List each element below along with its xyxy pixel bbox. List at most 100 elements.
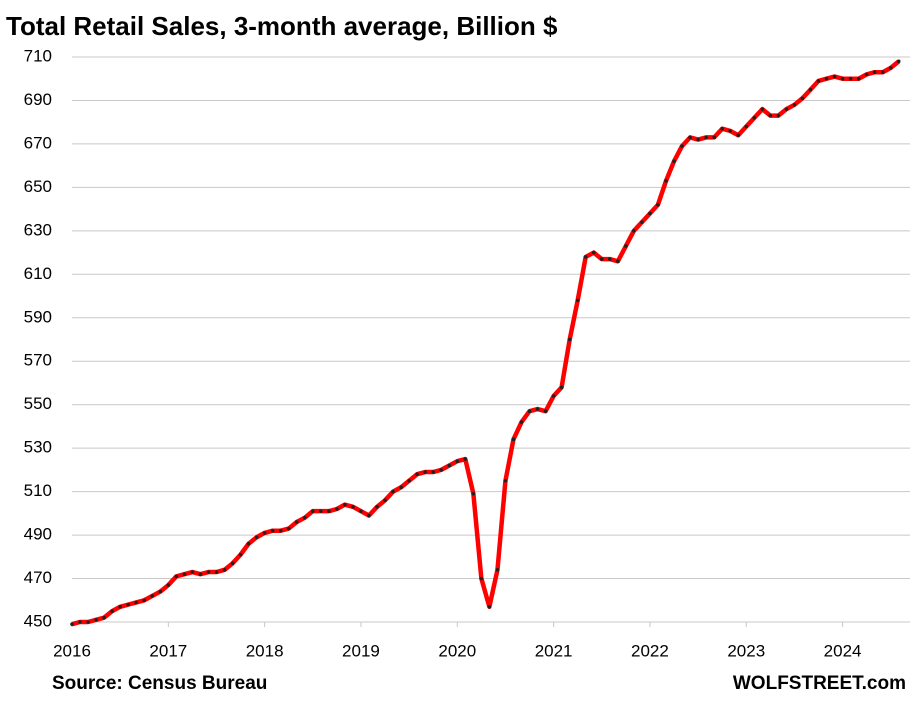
point-marker xyxy=(599,257,604,261)
point-marker xyxy=(286,526,291,531)
y-tick-label: 450 xyxy=(24,611,52,630)
point-marker xyxy=(816,79,821,83)
y-tick-label: 630 xyxy=(24,220,52,239)
point-marker xyxy=(254,535,259,540)
x-tick-label: 2019 xyxy=(342,641,380,660)
point-marker xyxy=(776,113,781,118)
point-marker xyxy=(70,622,74,626)
point-marker xyxy=(640,220,644,224)
point-marker xyxy=(335,507,339,511)
y-tick-label: 670 xyxy=(24,133,52,152)
point-marker xyxy=(551,394,556,398)
point-marker xyxy=(150,594,155,598)
x-tick-label: 2024 xyxy=(824,641,862,660)
x-tick-label: 2017 xyxy=(149,641,187,660)
x-tick-label: 2023 xyxy=(727,641,765,660)
point-marker xyxy=(583,255,588,259)
y-tick-label: 470 xyxy=(24,568,52,587)
point-marker xyxy=(86,620,90,624)
brand: WOLFSTREET.com xyxy=(733,673,906,694)
x-tick-label: 2021 xyxy=(535,641,573,660)
point-marker xyxy=(896,59,901,64)
point-marker xyxy=(222,568,227,572)
point-marker xyxy=(808,87,813,92)
point-marker xyxy=(230,561,235,566)
point-marker xyxy=(439,468,444,472)
point-marker xyxy=(712,135,716,140)
point-marker xyxy=(656,202,660,207)
point-marker xyxy=(648,211,652,216)
point-marker xyxy=(720,126,724,131)
point-marker xyxy=(856,76,861,81)
point-marker xyxy=(134,600,139,605)
point-marker xyxy=(752,116,757,120)
point-marker xyxy=(383,498,387,503)
point-marker xyxy=(591,250,596,255)
point-marker xyxy=(238,552,243,557)
y-tick-label: 550 xyxy=(24,394,52,413)
point-marker xyxy=(294,520,299,524)
point-marker xyxy=(343,502,347,507)
point-marker xyxy=(126,602,130,607)
point-marker xyxy=(840,76,845,81)
point-marker xyxy=(351,505,355,509)
y-tick-label: 510 xyxy=(24,481,52,500)
x-tick-label: 2016 xyxy=(53,641,91,660)
point-marker xyxy=(880,70,885,75)
point-marker xyxy=(616,259,620,264)
point-marker xyxy=(142,598,147,603)
series-line xyxy=(71,59,901,627)
y-tick-label: 490 xyxy=(24,525,52,544)
point-marker xyxy=(728,129,732,133)
y-tick-label: 590 xyxy=(24,307,52,326)
point-marker xyxy=(463,457,468,461)
point-marker xyxy=(262,531,267,535)
point-marker xyxy=(246,541,251,546)
point-marker xyxy=(471,491,476,496)
point-marker xyxy=(118,604,122,609)
source: Source: Census Bureau xyxy=(52,673,267,694)
point-marker xyxy=(511,437,516,442)
point-marker xyxy=(519,420,524,424)
point-marker xyxy=(479,576,484,581)
x-tick-label: 2020 xyxy=(438,641,476,660)
point-marker xyxy=(158,589,163,594)
point-marker xyxy=(624,244,628,248)
point-marker xyxy=(174,574,179,579)
point-marker xyxy=(391,489,395,494)
point-marker xyxy=(744,124,749,129)
point-marker xyxy=(688,135,692,140)
point-marker xyxy=(824,76,829,81)
x-tick-label: 2018 xyxy=(246,641,284,660)
point-marker xyxy=(567,337,572,342)
point-marker xyxy=(166,583,171,587)
point-marker xyxy=(527,409,532,414)
point-marker xyxy=(872,70,877,75)
point-marker xyxy=(423,470,428,474)
point-marker xyxy=(206,570,211,574)
point-marker xyxy=(848,76,853,81)
point-marker xyxy=(487,604,492,609)
point-marker xyxy=(447,463,452,468)
point-marker xyxy=(503,478,508,483)
point-marker xyxy=(664,179,668,183)
point-marker xyxy=(270,528,275,533)
y-tick-label: 530 xyxy=(24,438,52,457)
point-marker xyxy=(792,103,797,107)
y-tick-label: 650 xyxy=(24,177,52,196)
point-marker xyxy=(182,572,187,576)
point-marker xyxy=(415,472,419,477)
point-marker xyxy=(94,618,98,622)
point-marker xyxy=(607,257,612,261)
point-marker xyxy=(303,515,307,520)
point-marker xyxy=(214,570,219,574)
chart-title: Total Retail Sales, 3-month average, Bil… xyxy=(6,11,558,41)
point-marker xyxy=(399,485,403,490)
point-marker xyxy=(768,113,773,118)
y-tick-label: 710 xyxy=(24,46,52,65)
point-marker xyxy=(78,620,82,624)
point-marker xyxy=(632,229,636,233)
point-marker xyxy=(680,144,684,148)
